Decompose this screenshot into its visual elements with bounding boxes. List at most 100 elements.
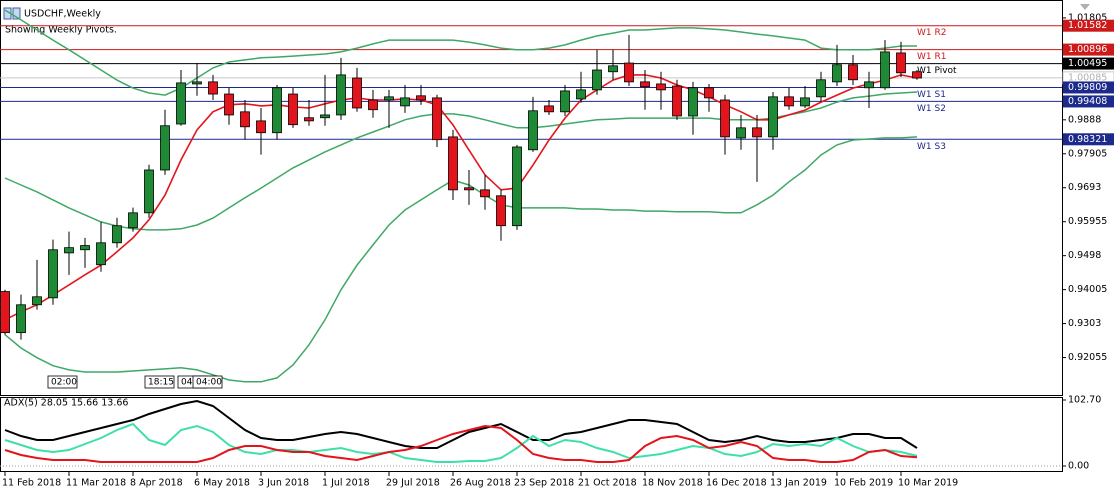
candle-body [784,96,794,107]
x-tick-label: 10 Feb 2019 [834,478,893,489]
pivot-price-box [1063,95,1114,108]
candle-body [880,51,890,89]
y-tick-label: 0.94005 [1068,284,1107,295]
candle-body [832,64,842,83]
time-label: 04: [181,378,195,388]
candle-body [144,169,154,214]
icon-part [12,7,21,20]
x-tick-label: 6 May 2018 [194,478,250,489]
pivot-price-box [1063,57,1114,70]
candle-body [672,85,682,117]
pivot-price-label: 0.99408 [1068,96,1107,107]
candle-body [464,187,474,191]
candle-body [816,79,826,98]
candle-body [624,62,634,83]
candle-body [912,71,922,79]
candle-body [416,95,426,101]
x-tick-label: 10 Mar 2019 [898,478,958,489]
pivot-price-box [1063,81,1114,94]
pivot-price-box [1063,19,1114,32]
candle-body [864,81,874,89]
x-tick-label: 18 Nov 2018 [642,478,703,489]
candle-body [368,99,378,111]
candle-body [256,120,266,134]
candle-body [48,249,58,299]
x-tick-label: 3 Jun 2018 [258,478,309,489]
chart-subtitle: Showing Weekly Pivots. [5,25,117,36]
candle-body [688,87,698,117]
x-tick-label: 8 Apr 2018 [130,478,183,489]
candle-body [80,245,90,251]
candle-body [608,65,618,73]
time-label: 02:00 [51,378,77,388]
candle-body [400,97,410,107]
chart-title: USDCHF,Weekly [24,9,101,20]
candle-body [528,110,538,151]
band-line [4,136,918,383]
candle-body [640,81,650,88]
candle-body [288,93,298,126]
time-label-box [144,375,175,389]
pivot-price-label: 1.01582 [1068,20,1107,31]
candle-body [720,99,730,138]
candle-body [320,114,330,119]
x-tick-label: 11 Mar 2018 [66,478,126,489]
candle-body [272,87,282,134]
candle-body [704,87,714,99]
moving-average-line [4,74,918,321]
candle-body [224,93,234,116]
candle-body [32,296,42,306]
candle-body [560,90,570,113]
indicator-title: ADX(5) 28.05 15.66 13.66 [4,398,128,409]
candle-body [112,225,122,244]
candle-body [208,81,218,95]
y-tick-label: 0.97905 [1068,148,1107,159]
y-tick-label: 0.9303 [1068,318,1101,329]
candle-body [448,136,458,191]
chart-shift-marker [1080,4,1090,10]
pivot-name: W1 R2 [917,28,946,38]
current-price-label: 1.00085 [1068,72,1107,83]
pivot-price-box [1063,133,1114,146]
candle-body [656,83,666,91]
candle-body [800,97,810,107]
pivot-price-label: 0.98321 [1068,134,1107,145]
pivot-price-box [1063,43,1114,56]
time-label: 18:15 [148,378,174,388]
indicator-line [4,399,918,449]
y-tick-label: 0.9888 [1068,114,1101,125]
pivot-price-label: 1.00896 [1068,44,1107,55]
time-label-box [47,375,78,389]
candle-body [0,291,10,334]
x-tick-label: 16 Dec 2018 [706,478,767,489]
candle-body [240,111,250,128]
pivot-name: W1 S3 [917,142,946,152]
x-tick-label: 11 Feb 2018 [2,478,61,489]
candle-body [896,52,906,74]
x-tick-label: 26 Aug 2018 [450,478,511,489]
candle-body [128,212,138,229]
candle-body [736,127,746,139]
candle-body [352,77,362,109]
candle-body [544,105,554,113]
x-tick-label: 23 Sep 2018 [514,478,574,489]
candle-body [480,189,490,198]
candle-body [304,117,314,122]
indicator-panel-frame [0,397,1063,472]
band-line [4,91,918,231]
candle-body [96,242,106,266]
candle-body [176,82,186,125]
candle-body [160,125,170,171]
x-tick-label: 1 Jul 2018 [322,478,370,489]
candle-body [496,195,506,227]
y-tick-label: 0.00 [1068,461,1089,472]
candle-body [64,247,74,254]
main-panel-frame [0,0,1063,396]
candle-body [16,304,26,334]
candle-body [336,74,346,116]
candle-body [576,89,586,100]
pivot-name: W1 R1 [917,52,946,62]
x-tick-label: 21 Oct 2018 [578,478,637,489]
